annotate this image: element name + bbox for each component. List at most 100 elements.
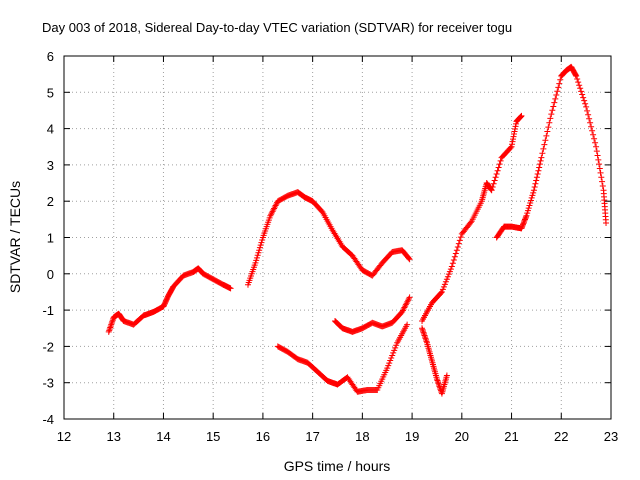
data-point bbox=[543, 132, 550, 139]
data-point bbox=[268, 209, 275, 216]
data-point bbox=[578, 88, 585, 95]
data-point bbox=[590, 131, 597, 138]
y-tick-label: -4 bbox=[42, 412, 54, 427]
data-point bbox=[453, 247, 460, 254]
data-point bbox=[529, 192, 536, 199]
data-point bbox=[259, 237, 266, 244]
data-point bbox=[593, 148, 600, 155]
data-point bbox=[399, 307, 406, 314]
data-point bbox=[523, 212, 530, 219]
data-point bbox=[445, 271, 452, 278]
data-point bbox=[494, 167, 501, 174]
data-point bbox=[267, 212, 274, 219]
data-point bbox=[257, 242, 264, 249]
y-tick-label: 3 bbox=[47, 158, 54, 173]
data-point bbox=[541, 141, 548, 148]
data-point bbox=[594, 152, 601, 159]
data-point bbox=[489, 184, 496, 191]
data-point bbox=[542, 137, 549, 144]
data-point bbox=[448, 263, 455, 270]
data-point bbox=[444, 273, 451, 280]
data-point bbox=[256, 247, 263, 254]
data-point bbox=[272, 202, 279, 209]
data-point bbox=[455, 240, 462, 247]
data-point bbox=[268, 211, 275, 218]
data-point bbox=[603, 219, 610, 226]
y-tick-label: 4 bbox=[47, 122, 54, 137]
data-point bbox=[400, 306, 407, 313]
data-point bbox=[597, 169, 604, 176]
data-point bbox=[589, 127, 596, 134]
x-tick-label: 20 bbox=[455, 429, 469, 444]
data-point bbox=[554, 88, 561, 95]
data-point bbox=[443, 276, 450, 283]
data-point bbox=[488, 187, 495, 194]
data-point bbox=[271, 205, 278, 212]
data-point bbox=[534, 170, 541, 177]
data-point bbox=[457, 234, 464, 241]
data-point bbox=[393, 342, 400, 349]
data-point bbox=[273, 201, 280, 208]
x-tick-label: 23 bbox=[604, 429, 618, 444]
data-point bbox=[437, 290, 444, 297]
data-point bbox=[547, 115, 554, 122]
x-tick-label: 16 bbox=[256, 429, 270, 444]
data-point bbox=[389, 352, 396, 359]
data-point bbox=[258, 239, 265, 246]
data-point bbox=[596, 161, 603, 168]
data-point bbox=[443, 372, 450, 379]
data-point bbox=[405, 297, 412, 304]
data-point bbox=[553, 92, 560, 99]
data-point bbox=[490, 180, 497, 187]
data-point bbox=[582, 100, 589, 107]
data-point bbox=[452, 250, 459, 257]
data-point bbox=[524, 210, 531, 217]
data-point bbox=[555, 84, 562, 91]
data-point bbox=[252, 259, 259, 266]
data-point bbox=[527, 197, 534, 204]
data-point bbox=[391, 347, 398, 354]
data-point bbox=[392, 344, 399, 351]
data-point bbox=[556, 80, 563, 87]
data-point bbox=[551, 99, 558, 106]
data-point bbox=[536, 161, 543, 168]
data-point bbox=[402, 301, 409, 308]
y-tick-label: 1 bbox=[47, 231, 54, 246]
x-tick-label: 19 bbox=[405, 429, 419, 444]
data-point bbox=[548, 111, 555, 118]
data-point bbox=[532, 180, 539, 187]
data-point bbox=[599, 178, 606, 185]
data-point bbox=[579, 91, 586, 98]
data-point bbox=[255, 249, 262, 256]
data-point bbox=[254, 252, 261, 259]
data-point bbox=[399, 308, 406, 315]
data-point bbox=[518, 112, 525, 119]
data-point bbox=[539, 150, 546, 157]
data-point bbox=[552, 95, 559, 102]
data-point bbox=[530, 189, 537, 196]
data-point bbox=[596, 165, 603, 172]
data-point bbox=[538, 154, 545, 161]
y-tick-label: -2 bbox=[42, 339, 54, 354]
data-point bbox=[493, 170, 500, 177]
data-point bbox=[595, 156, 602, 163]
data-point bbox=[507, 144, 514, 151]
chart-title: Day 003 of 2018, Sidereal Day-to-day VTE… bbox=[42, 20, 512, 35]
data-point bbox=[544, 128, 551, 135]
data-point bbox=[533, 174, 540, 181]
data-point bbox=[270, 206, 277, 213]
x-tick-label: 18 bbox=[355, 429, 369, 444]
data-point bbox=[492, 174, 499, 181]
data-point bbox=[496, 161, 503, 168]
data-point bbox=[588, 123, 595, 130]
data-point bbox=[269, 208, 276, 215]
data-point bbox=[401, 304, 408, 311]
x-tick-label: 21 bbox=[504, 429, 518, 444]
data-point bbox=[526, 202, 533, 209]
data-point bbox=[525, 205, 532, 212]
data-point bbox=[403, 300, 410, 307]
data-point bbox=[271, 204, 278, 211]
data-point bbox=[227, 285, 234, 292]
data-point bbox=[557, 76, 564, 83]
